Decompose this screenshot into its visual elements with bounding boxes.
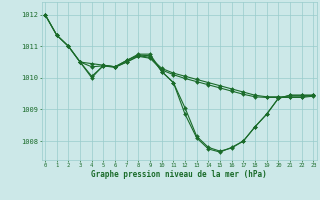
X-axis label: Graphe pression niveau de la mer (hPa): Graphe pression niveau de la mer (hPa) (91, 170, 267, 179)
